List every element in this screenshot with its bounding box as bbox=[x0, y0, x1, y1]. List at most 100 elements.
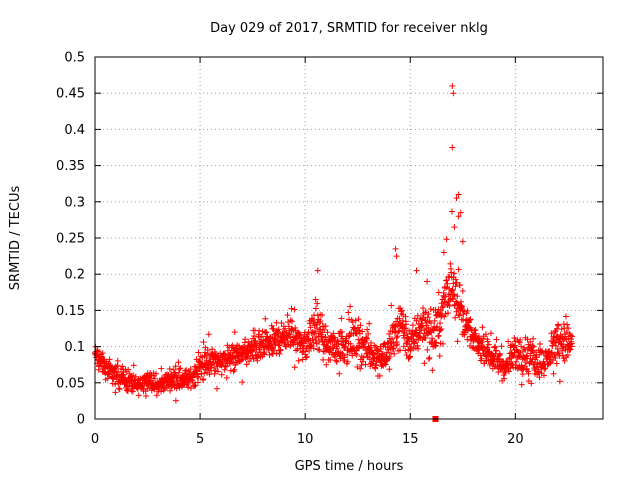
data-point bbox=[507, 365, 514, 372]
x-tick-label: 20 bbox=[507, 432, 524, 447]
data-point bbox=[153, 392, 160, 399]
data-point bbox=[424, 278, 431, 285]
data-point bbox=[479, 324, 486, 331]
data-point bbox=[206, 371, 213, 378]
data-point bbox=[250, 355, 257, 362]
data-point bbox=[310, 345, 317, 352]
data-point bbox=[464, 307, 471, 314]
data-point bbox=[319, 312, 326, 319]
data-point bbox=[436, 353, 443, 360]
data-point bbox=[252, 337, 259, 344]
data-point bbox=[244, 353, 251, 360]
data-point bbox=[245, 338, 252, 345]
data-point bbox=[455, 311, 462, 318]
data-point bbox=[447, 260, 454, 267]
x-axis-label: GPS time / hours bbox=[295, 459, 404, 474]
data-point bbox=[558, 325, 565, 332]
data-point bbox=[316, 347, 323, 354]
data-point bbox=[530, 343, 537, 350]
data-point bbox=[314, 300, 321, 307]
data-point bbox=[536, 360, 543, 367]
data-point bbox=[452, 298, 459, 305]
data-point bbox=[537, 340, 544, 347]
data-point bbox=[554, 345, 561, 352]
data-point bbox=[362, 361, 369, 368]
data-point bbox=[144, 385, 151, 392]
data-point bbox=[287, 317, 294, 324]
data-point bbox=[309, 316, 316, 323]
data-point bbox=[170, 378, 177, 385]
data-point bbox=[392, 329, 399, 336]
data-point bbox=[333, 358, 340, 365]
data-point bbox=[291, 306, 298, 313]
data-point bbox=[426, 354, 433, 361]
data-point bbox=[401, 334, 408, 341]
data-point bbox=[439, 304, 446, 311]
data-point bbox=[489, 351, 496, 358]
data-point bbox=[424, 318, 431, 325]
data-point bbox=[306, 347, 313, 354]
data-point bbox=[387, 350, 394, 357]
data-point bbox=[433, 324, 440, 331]
data-point bbox=[510, 343, 517, 350]
data-point bbox=[482, 331, 489, 338]
data-point bbox=[443, 277, 450, 284]
data-point bbox=[546, 360, 553, 367]
data-point bbox=[262, 315, 269, 322]
chart-title: Day 029 of 2017, SRMTID for receiver nkl… bbox=[210, 21, 488, 36]
data-point bbox=[450, 280, 457, 287]
y-tick-label: 0.2 bbox=[64, 268, 85, 283]
data-point bbox=[119, 363, 126, 370]
data-point bbox=[528, 380, 535, 387]
data-point bbox=[278, 320, 285, 327]
data-point bbox=[467, 316, 474, 323]
data-point bbox=[240, 343, 247, 350]
data-point bbox=[394, 333, 401, 340]
data-point bbox=[498, 343, 505, 350]
data-point bbox=[318, 333, 325, 340]
data-point bbox=[444, 310, 451, 317]
data-point bbox=[555, 322, 562, 329]
data-point bbox=[400, 343, 407, 350]
data-point bbox=[172, 397, 179, 404]
data-point bbox=[442, 293, 449, 300]
data-point bbox=[413, 267, 420, 274]
data-point bbox=[125, 366, 132, 373]
data-point bbox=[166, 365, 173, 372]
data-point bbox=[218, 371, 225, 378]
data-point bbox=[548, 330, 555, 337]
data-point bbox=[527, 338, 534, 345]
data-point bbox=[407, 353, 414, 360]
data-point bbox=[409, 322, 416, 329]
data-point bbox=[344, 358, 351, 365]
data-point bbox=[422, 335, 429, 342]
data-point bbox=[293, 347, 300, 354]
data-point bbox=[215, 368, 222, 375]
data-point bbox=[341, 356, 348, 363]
data-point bbox=[282, 325, 289, 332]
data-point bbox=[176, 365, 183, 372]
data-point bbox=[396, 347, 403, 354]
data-point bbox=[456, 312, 463, 319]
data-point bbox=[551, 328, 558, 335]
data-point bbox=[314, 267, 321, 274]
data-point bbox=[242, 336, 249, 343]
data-point bbox=[288, 305, 295, 312]
data-point bbox=[229, 353, 236, 360]
data-point bbox=[306, 320, 313, 327]
data-point bbox=[454, 293, 461, 300]
data-point bbox=[373, 361, 380, 368]
data-point bbox=[464, 336, 471, 343]
data-point bbox=[261, 349, 268, 356]
data-point bbox=[289, 326, 296, 333]
data-point bbox=[362, 346, 369, 353]
data-point bbox=[200, 339, 207, 346]
data-point bbox=[414, 312, 421, 319]
data-point bbox=[355, 344, 362, 351]
data-point bbox=[539, 347, 546, 354]
data-point bbox=[451, 224, 458, 231]
data-point bbox=[115, 368, 122, 375]
y-tick-label: 0.4 bbox=[64, 123, 85, 138]
data-point bbox=[132, 373, 139, 380]
